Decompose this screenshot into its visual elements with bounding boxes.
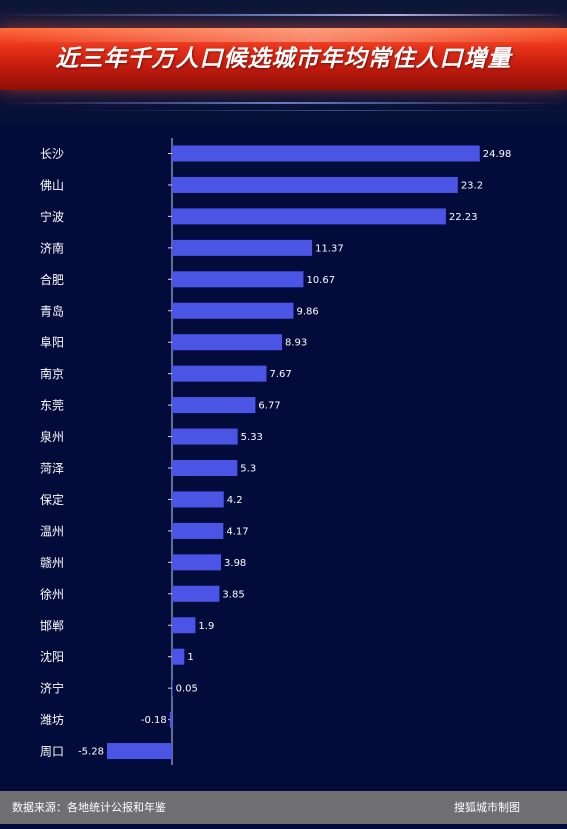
bar-chart: 长沙 24.98 佛山 23.2 宁波 22.23 济南 11.37 合肥 10.67 青岛 9.86… [40, 138, 512, 766]
category-label: 菏泽 [40, 462, 64, 476]
bar [172, 522, 224, 539]
decor-line-bottom-thin [0, 110, 567, 111]
chart-credit: 搜狐城市制图 [454, 801, 520, 814]
bar [172, 554, 222, 571]
value-label: 5.33 [241, 432, 263, 443]
bar [172, 585, 220, 602]
bar [172, 271, 304, 288]
bar [172, 648, 185, 665]
decor-line-bottom [0, 102, 567, 104]
value-label: 9.86 [296, 306, 318, 317]
decor-line-top [0, 14, 567, 16]
bar [172, 460, 238, 476]
chart-title: 近三年千万人口候选城市年均常住人口增量 [55, 46, 512, 72]
value-label: 10.67 [306, 275, 335, 286]
category-label: 合肥 [40, 272, 64, 287]
bar [172, 334, 283, 351]
category-label: 阜阳 [40, 336, 64, 350]
category-label: 沈阳 [40, 649, 64, 664]
value-label: 3.98 [224, 558, 246, 569]
bar [172, 365, 267, 382]
bar [172, 176, 458, 193]
category-label: 东莞 [40, 399, 64, 413]
category-label: 邯郸 [40, 618, 64, 633]
category-label: 保定 [40, 492, 64, 507]
bar [172, 617, 196, 634]
category-label: 宁波 [40, 209, 64, 224]
bar [169, 711, 172, 728]
bar [172, 680, 173, 697]
value-label: 0.05 [176, 684, 198, 695]
bar [172, 491, 224, 508]
value-label: 3.85 [222, 589, 244, 600]
bar [172, 208, 446, 225]
value-label: 6.77 [258, 401, 280, 412]
category-label: 青岛 [40, 303, 64, 318]
category-label: 赣州 [40, 556, 64, 570]
value-label: 8.93 [285, 338, 307, 349]
bar [172, 239, 313, 256]
value-label: 1 [187, 652, 193, 663]
value-label: 7.67 [269, 369, 291, 380]
bar [172, 428, 238, 445]
category-label: 徐州 [40, 586, 64, 601]
category-label: 周口 [40, 745, 64, 759]
footer-bar: 数据来源：各地统计公报和年鉴 搜狐城市制图 [0, 791, 567, 824]
value-label: -5.28 [78, 747, 104, 758]
header-banner-area: 近三年千万人口候选城市年均常住人口增量 [0, 0, 567, 126]
data-source-note: 数据来源：各地统计公报和年鉴 [12, 801, 166, 814]
bar [106, 743, 172, 760]
bar [172, 397, 256, 414]
value-label: -0.18 [141, 715, 167, 726]
category-label: 济南 [40, 240, 64, 255]
bar [172, 145, 480, 162]
value-label: 5.3 [240, 464, 256, 475]
category-label: 南京 [40, 366, 64, 381]
bottom-strip [0, 824, 567, 829]
value-label: 1.9 [198, 621, 214, 632]
category-label: 泉州 [40, 430, 64, 444]
category-label: 温州 [40, 524, 64, 538]
value-label: 23.2 [461, 180, 483, 191]
banner-gloss [0, 28, 567, 42]
bar [172, 302, 294, 319]
category-label: 潍坊 [40, 712, 64, 727]
value-label: 22.23 [449, 212, 478, 223]
category-label: 佛山 [40, 178, 64, 192]
value-label: 4.2 [227, 495, 243, 506]
value-label: 4.17 [226, 526, 248, 537]
category-label: 济宁 [40, 681, 64, 696]
title-banner: 近三年千万人口候选城市年均常住人口增量 [0, 28, 567, 90]
value-label: 11.37 [315, 243, 344, 254]
value-label: 24.98 [483, 149, 512, 160]
category-label: 长沙 [40, 147, 64, 161]
